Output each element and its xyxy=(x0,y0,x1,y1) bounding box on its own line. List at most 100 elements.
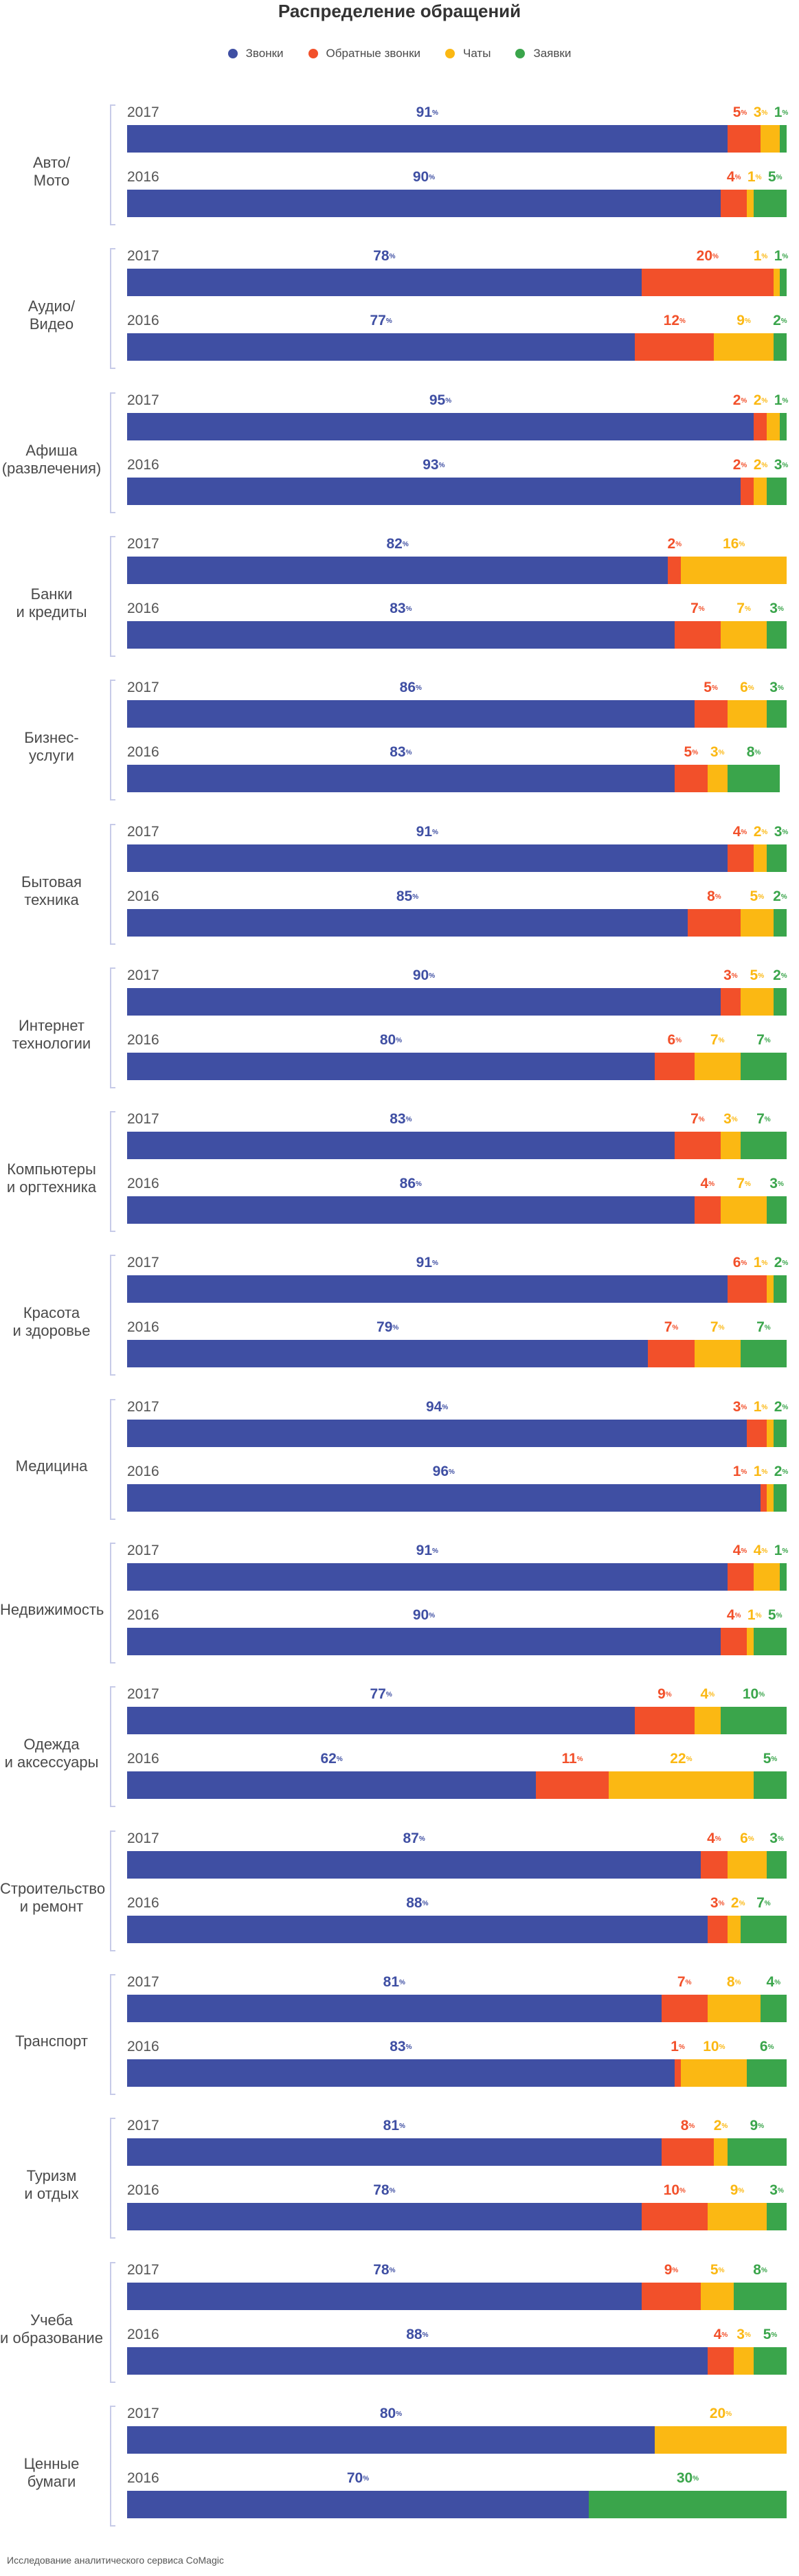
data-label-value: 85 xyxy=(396,888,413,904)
bar-segment xyxy=(536,1771,609,1800)
data-label-value: 91 xyxy=(416,104,433,120)
bar-segment xyxy=(714,2138,728,2166)
data-label: 9% xyxy=(730,2182,745,2199)
category-label: Красота и здоровье xyxy=(12,1304,91,1340)
data-label: 62% xyxy=(320,1751,342,1767)
data-label-unit: % xyxy=(385,317,392,326)
data-label: 6% xyxy=(733,1255,747,1271)
data-label-unit: % xyxy=(764,1116,771,1124)
data-label: 95% xyxy=(429,392,451,409)
data-label: 1% xyxy=(754,1399,768,1415)
bar-segment xyxy=(127,1483,761,1512)
data-label-unit: % xyxy=(744,605,751,613)
data-label-unit: % xyxy=(432,1547,438,1555)
data-label: 3% xyxy=(736,2327,751,2343)
data-label: 10% xyxy=(703,2039,725,2055)
category-label: Строительство и ремонт xyxy=(0,1879,106,1915)
data-label-value: 1 xyxy=(774,248,783,265)
data-label-unit: % xyxy=(405,749,412,757)
stacked-bar xyxy=(127,2138,787,2166)
data-label: 7% xyxy=(710,1032,725,1049)
bar-segment xyxy=(754,844,767,872)
data-label-unit: % xyxy=(741,1259,747,1268)
data-label-unit: % xyxy=(721,2123,728,2131)
bar-segment xyxy=(589,2490,787,2518)
year-label: 2017 xyxy=(127,1398,159,1415)
data-label-unit: % xyxy=(782,396,789,405)
bar-segment xyxy=(760,1483,767,1512)
data-label-value: 2 xyxy=(774,1255,783,1271)
data-label-unit: % xyxy=(761,461,768,469)
category-group: Авто/Мото 2017 91% 5% 3% 1% 2016 90% 4% 1% 5% xyxy=(0,104,799,229)
data-label-unit: % xyxy=(442,1403,449,1411)
data-label-value: 9 xyxy=(664,2261,673,2278)
data-label: 3% xyxy=(754,104,768,121)
data-label-value: 83 xyxy=(390,2038,406,2054)
data-label: 1% xyxy=(733,1464,747,1480)
year-label: 2017 xyxy=(127,1830,159,1846)
stacked-bar xyxy=(127,1628,787,1655)
year-label: 2017 xyxy=(127,2261,159,2278)
data-label: 8% xyxy=(681,2118,695,2134)
data-label: 10% xyxy=(664,2182,686,2199)
stacked-bar xyxy=(127,620,787,649)
category-label: Одежда и аксессуары xyxy=(4,1736,99,1771)
data-label-value: 3 xyxy=(723,967,732,983)
data-label-unit: % xyxy=(777,1180,784,1189)
bar-segment xyxy=(767,700,787,728)
data-label-unit: % xyxy=(741,1403,747,1411)
data-label: 78% xyxy=(373,2182,395,2199)
data-label-value: 1 xyxy=(774,104,783,120)
bar-segment xyxy=(721,190,747,217)
data-label-value: 77 xyxy=(370,313,386,329)
data-label: 5% xyxy=(768,1607,783,1624)
data-label: 2% xyxy=(773,967,787,984)
bar-segment xyxy=(127,765,675,793)
data-label-unit: % xyxy=(672,2266,679,2274)
data-label-unit: % xyxy=(429,174,436,181)
stacked-bar xyxy=(127,1771,787,1800)
data-label: 20% xyxy=(710,2406,732,2422)
data-label-value: 81 xyxy=(383,1973,400,1990)
data-label-unit: % xyxy=(761,253,768,261)
category-group: Недвижимость 2017 91% 4% 4% 1% 2016 90% 4% 1% 5% xyxy=(0,1543,799,1668)
bar-segment xyxy=(721,1132,741,1160)
year-label: 2017 xyxy=(127,392,159,408)
data-label-unit: % xyxy=(777,2187,784,2195)
bar-segment xyxy=(767,1483,774,1512)
data-label-unit: % xyxy=(747,684,754,693)
data-label-unit: % xyxy=(711,684,718,693)
data-label-value: 2 xyxy=(730,1894,739,1911)
data-label-value: 90 xyxy=(412,1607,429,1623)
data-label-unit: % xyxy=(744,1180,751,1189)
data-label-unit: % xyxy=(771,1756,778,1764)
year-label: 2016 xyxy=(127,1463,159,1479)
data-label-value: 7 xyxy=(736,600,745,616)
data-label-value: 8 xyxy=(680,2118,689,2134)
data-label-unit: % xyxy=(782,828,789,836)
data-label-unit: % xyxy=(718,1324,725,1332)
data-label: 4% xyxy=(714,2327,728,2343)
bar-segment xyxy=(727,1275,767,1303)
data-label-value: 6 xyxy=(740,1830,748,1846)
category-group: Учеба и образование 2017 78% 9% 5% 8% 2016 88% 4%… xyxy=(0,2261,799,2387)
bar-segment xyxy=(740,987,774,1016)
data-label-unit: % xyxy=(405,605,412,613)
data-label-unit: % xyxy=(731,972,738,980)
category-label: Транспорт xyxy=(15,2032,88,2050)
data-label-value: 3 xyxy=(732,1398,741,1415)
data-label: 91% xyxy=(416,104,438,121)
data-label-value: 4 xyxy=(732,1543,741,1558)
data-label-value: 62 xyxy=(320,1751,337,1767)
data-label-unit: % xyxy=(405,2043,412,2051)
bar-segment xyxy=(780,1563,787,1591)
category-label: Банки и кредиты xyxy=(16,585,87,620)
data-label-unit: % xyxy=(780,972,787,980)
data-label: 8% xyxy=(747,744,761,761)
bar-segment xyxy=(635,333,714,361)
data-label-value: 7 xyxy=(756,1319,765,1336)
year-label: 2016 xyxy=(127,1607,159,1623)
bar-segment xyxy=(127,1707,635,1735)
data-label-value: 9 xyxy=(657,1686,666,1703)
category-bracket xyxy=(110,1686,115,1808)
